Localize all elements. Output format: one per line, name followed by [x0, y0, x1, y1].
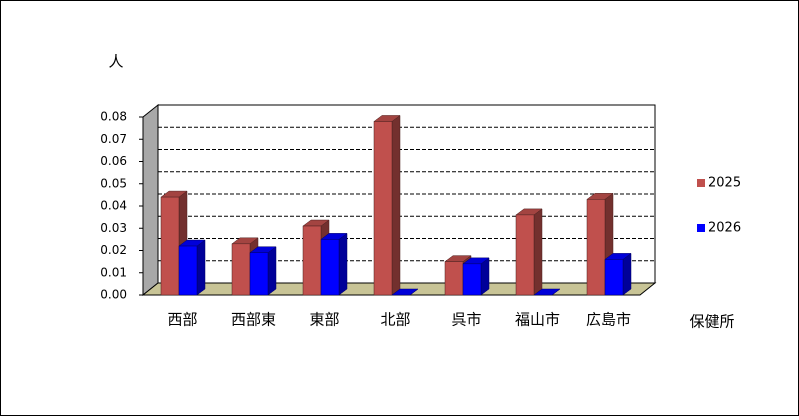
- y-tick-label: 0.03: [100, 221, 127, 235]
- bar: [302, 225, 322, 296]
- bar-side: [391, 114, 401, 296]
- bar-side: [196, 239, 206, 296]
- bar-top: [391, 288, 419, 296]
- bar: [231, 243, 251, 296]
- bar: [515, 214, 535, 296]
- bar: [462, 263, 482, 296]
- x-tick-label: 呉市: [451, 311, 481, 329]
- bar-top: [533, 288, 561, 296]
- y-tick-label: 0.05: [100, 176, 127, 190]
- bar: [444, 261, 464, 296]
- bar: [320, 239, 340, 296]
- legend-swatch: [697, 179, 705, 187]
- x-axis-label: 保健所: [689, 313, 734, 331]
- y-tick-label: 0.08: [100, 110, 127, 124]
- y-tick-label: 0.07: [100, 132, 127, 146]
- bar-side: [267, 246, 277, 296]
- bar: [160, 196, 180, 296]
- legend-swatch: [697, 224, 705, 232]
- x-tick-label: 東部: [309, 311, 339, 329]
- bar: [178, 245, 198, 296]
- y-axis-label: 人: [108, 53, 123, 71]
- y-tick-label: 0.00: [100, 288, 127, 302]
- bar: [604, 259, 624, 296]
- bar: [249, 252, 269, 296]
- bar: [373, 121, 393, 296]
- x-tick-label: 西部東: [231, 311, 276, 329]
- y-tick-label: 0.02: [100, 243, 127, 257]
- x-tick-label: 福山市: [515, 311, 560, 329]
- bar-side: [338, 232, 348, 296]
- y-tick-label: 0.01: [100, 265, 127, 279]
- y-tick-label: 0.04: [100, 199, 127, 213]
- bar-side: [533, 208, 543, 296]
- x-tick-label: 北部: [380, 311, 410, 329]
- x-tick-label: 西部: [167, 311, 197, 329]
- legend-label: 2026: [708, 221, 741, 236]
- x-tick-label: 広島市: [586, 311, 631, 329]
- legend-label: 2025: [708, 176, 741, 191]
- bar: [586, 199, 606, 296]
- y-tick-label: 0.06: [100, 154, 127, 168]
- bar-side: [622, 252, 632, 296]
- bar-side: [480, 257, 490, 296]
- side-wall: [142, 103, 159, 297]
